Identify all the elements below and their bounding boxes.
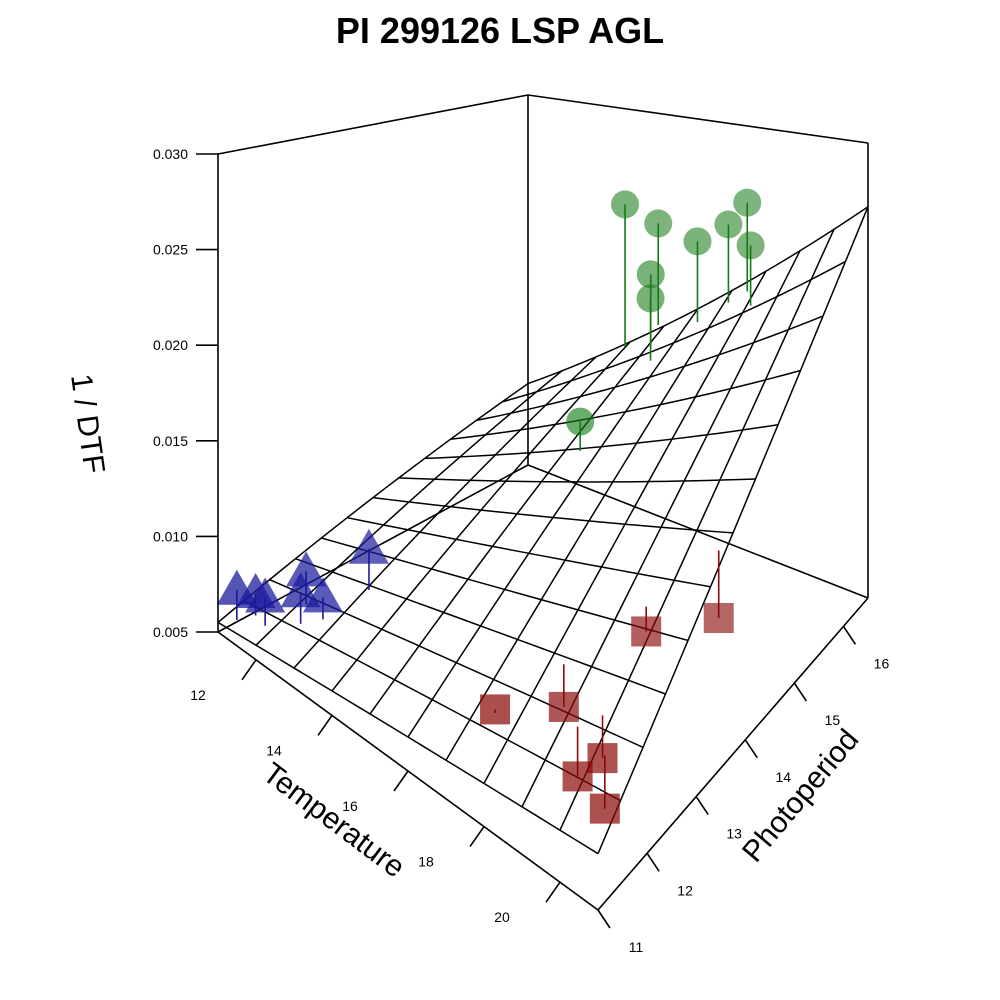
- surface-grid-line: [398, 477, 756, 483]
- surface-grid-line: [331, 341, 631, 692]
- triangle-marker: [280, 572, 321, 608]
- x-tick: [241, 659, 257, 681]
- box-edge: [527, 94, 869, 144]
- surface-grid-line: [445, 290, 733, 761]
- triangle-marker: [348, 528, 389, 564]
- circle-marker: [566, 407, 595, 436]
- surface-grid-line: [295, 557, 666, 695]
- square-marker: [548, 691, 579, 722]
- y-tick: [842, 625, 857, 645]
- z-tick-label: 0.025: [153, 242, 188, 258]
- surface-grid-line: [476, 315, 824, 422]
- surface-grid-line: [450, 369, 801, 441]
- x-tick: [393, 770, 409, 792]
- square-marker: [631, 616, 662, 647]
- circle-marker: [733, 188, 762, 217]
- y-tick-label: 16: [874, 655, 890, 671]
- surface-grid-line: [369, 325, 665, 715]
- box-back-edges: [217, 94, 869, 633]
- square-marker: [480, 694, 511, 725]
- box-edge: [527, 464, 869, 599]
- z-axis-title: 1 / DTF: [64, 372, 111, 476]
- y-tick-label: 14: [775, 769, 791, 785]
- x-tick-label: 18: [418, 854, 434, 870]
- surface-grid-line: [521, 250, 801, 808]
- circle-marker: [736, 231, 765, 260]
- y-tick: [793, 682, 808, 702]
- circle-marker: [644, 209, 673, 238]
- z-tick-label: 0.020: [153, 337, 188, 353]
- axis-ticks: 0.005 0.010 0.015 0.020 0.025 0.030 12 14 16 18 20…: [153, 146, 889, 955]
- y-tick-label: 11: [629, 939, 644, 955]
- surface-grid-line: [217, 621, 599, 855]
- surface-grid-line: [372, 496, 734, 534]
- circle-marker: [611, 190, 640, 219]
- y-tick: [597, 909, 611, 929]
- z-tick-label: 0.030: [153, 146, 188, 162]
- chart-title: PI 299126 LSP AGL: [335, 10, 665, 51]
- surface-grid-line: [501, 260, 846, 403]
- triangle-marker: [302, 577, 343, 613]
- circle-marker: [636, 284, 665, 313]
- y-tick: [646, 852, 660, 872]
- surface-grid-line: [243, 600, 621, 802]
- square-marker: [703, 602, 734, 633]
- circle-marker: [714, 210, 743, 239]
- data-points: [216, 188, 765, 824]
- z-tick-label: 0.015: [153, 433, 188, 449]
- triangle-marker: [286, 551, 327, 587]
- x-tick-label: 16: [342, 798, 358, 814]
- z-tick-label: 0.005: [153, 624, 188, 640]
- y-tick-label: 12: [677, 882, 693, 898]
- y-tick-label: 13: [726, 826, 742, 842]
- square-marker: [562, 761, 593, 792]
- x-tick-label: 12: [190, 687, 206, 703]
- surface-grid-line: [347, 516, 711, 588]
- x-tick: [545, 881, 561, 903]
- fitted-surface-grid: [217, 206, 869, 855]
- box-edge: [217, 94, 529, 155]
- x-tick-label: 20: [494, 909, 510, 925]
- square-marker: [589, 793, 620, 824]
- y-tick: [744, 739, 758, 759]
- triangle-marker: [245, 577, 286, 613]
- x-axis-title: Temperature: [257, 757, 411, 885]
- x-tick-label: 14: [266, 742, 282, 758]
- y-axis-title: Photoperiod: [736, 723, 865, 868]
- x-tick: [317, 714, 333, 736]
- surface-grid-line: [407, 308, 699, 738]
- y-tick: [695, 796, 709, 815]
- y-tick-label: 15: [825, 712, 841, 728]
- circle-marker: [683, 227, 712, 256]
- circle-marker: [636, 260, 665, 289]
- box-edge: [597, 597, 869, 911]
- x-tick: [469, 826, 485, 848]
- z-tick-label: 0.010: [153, 528, 188, 544]
- surface-grid-line: [424, 424, 779, 460]
